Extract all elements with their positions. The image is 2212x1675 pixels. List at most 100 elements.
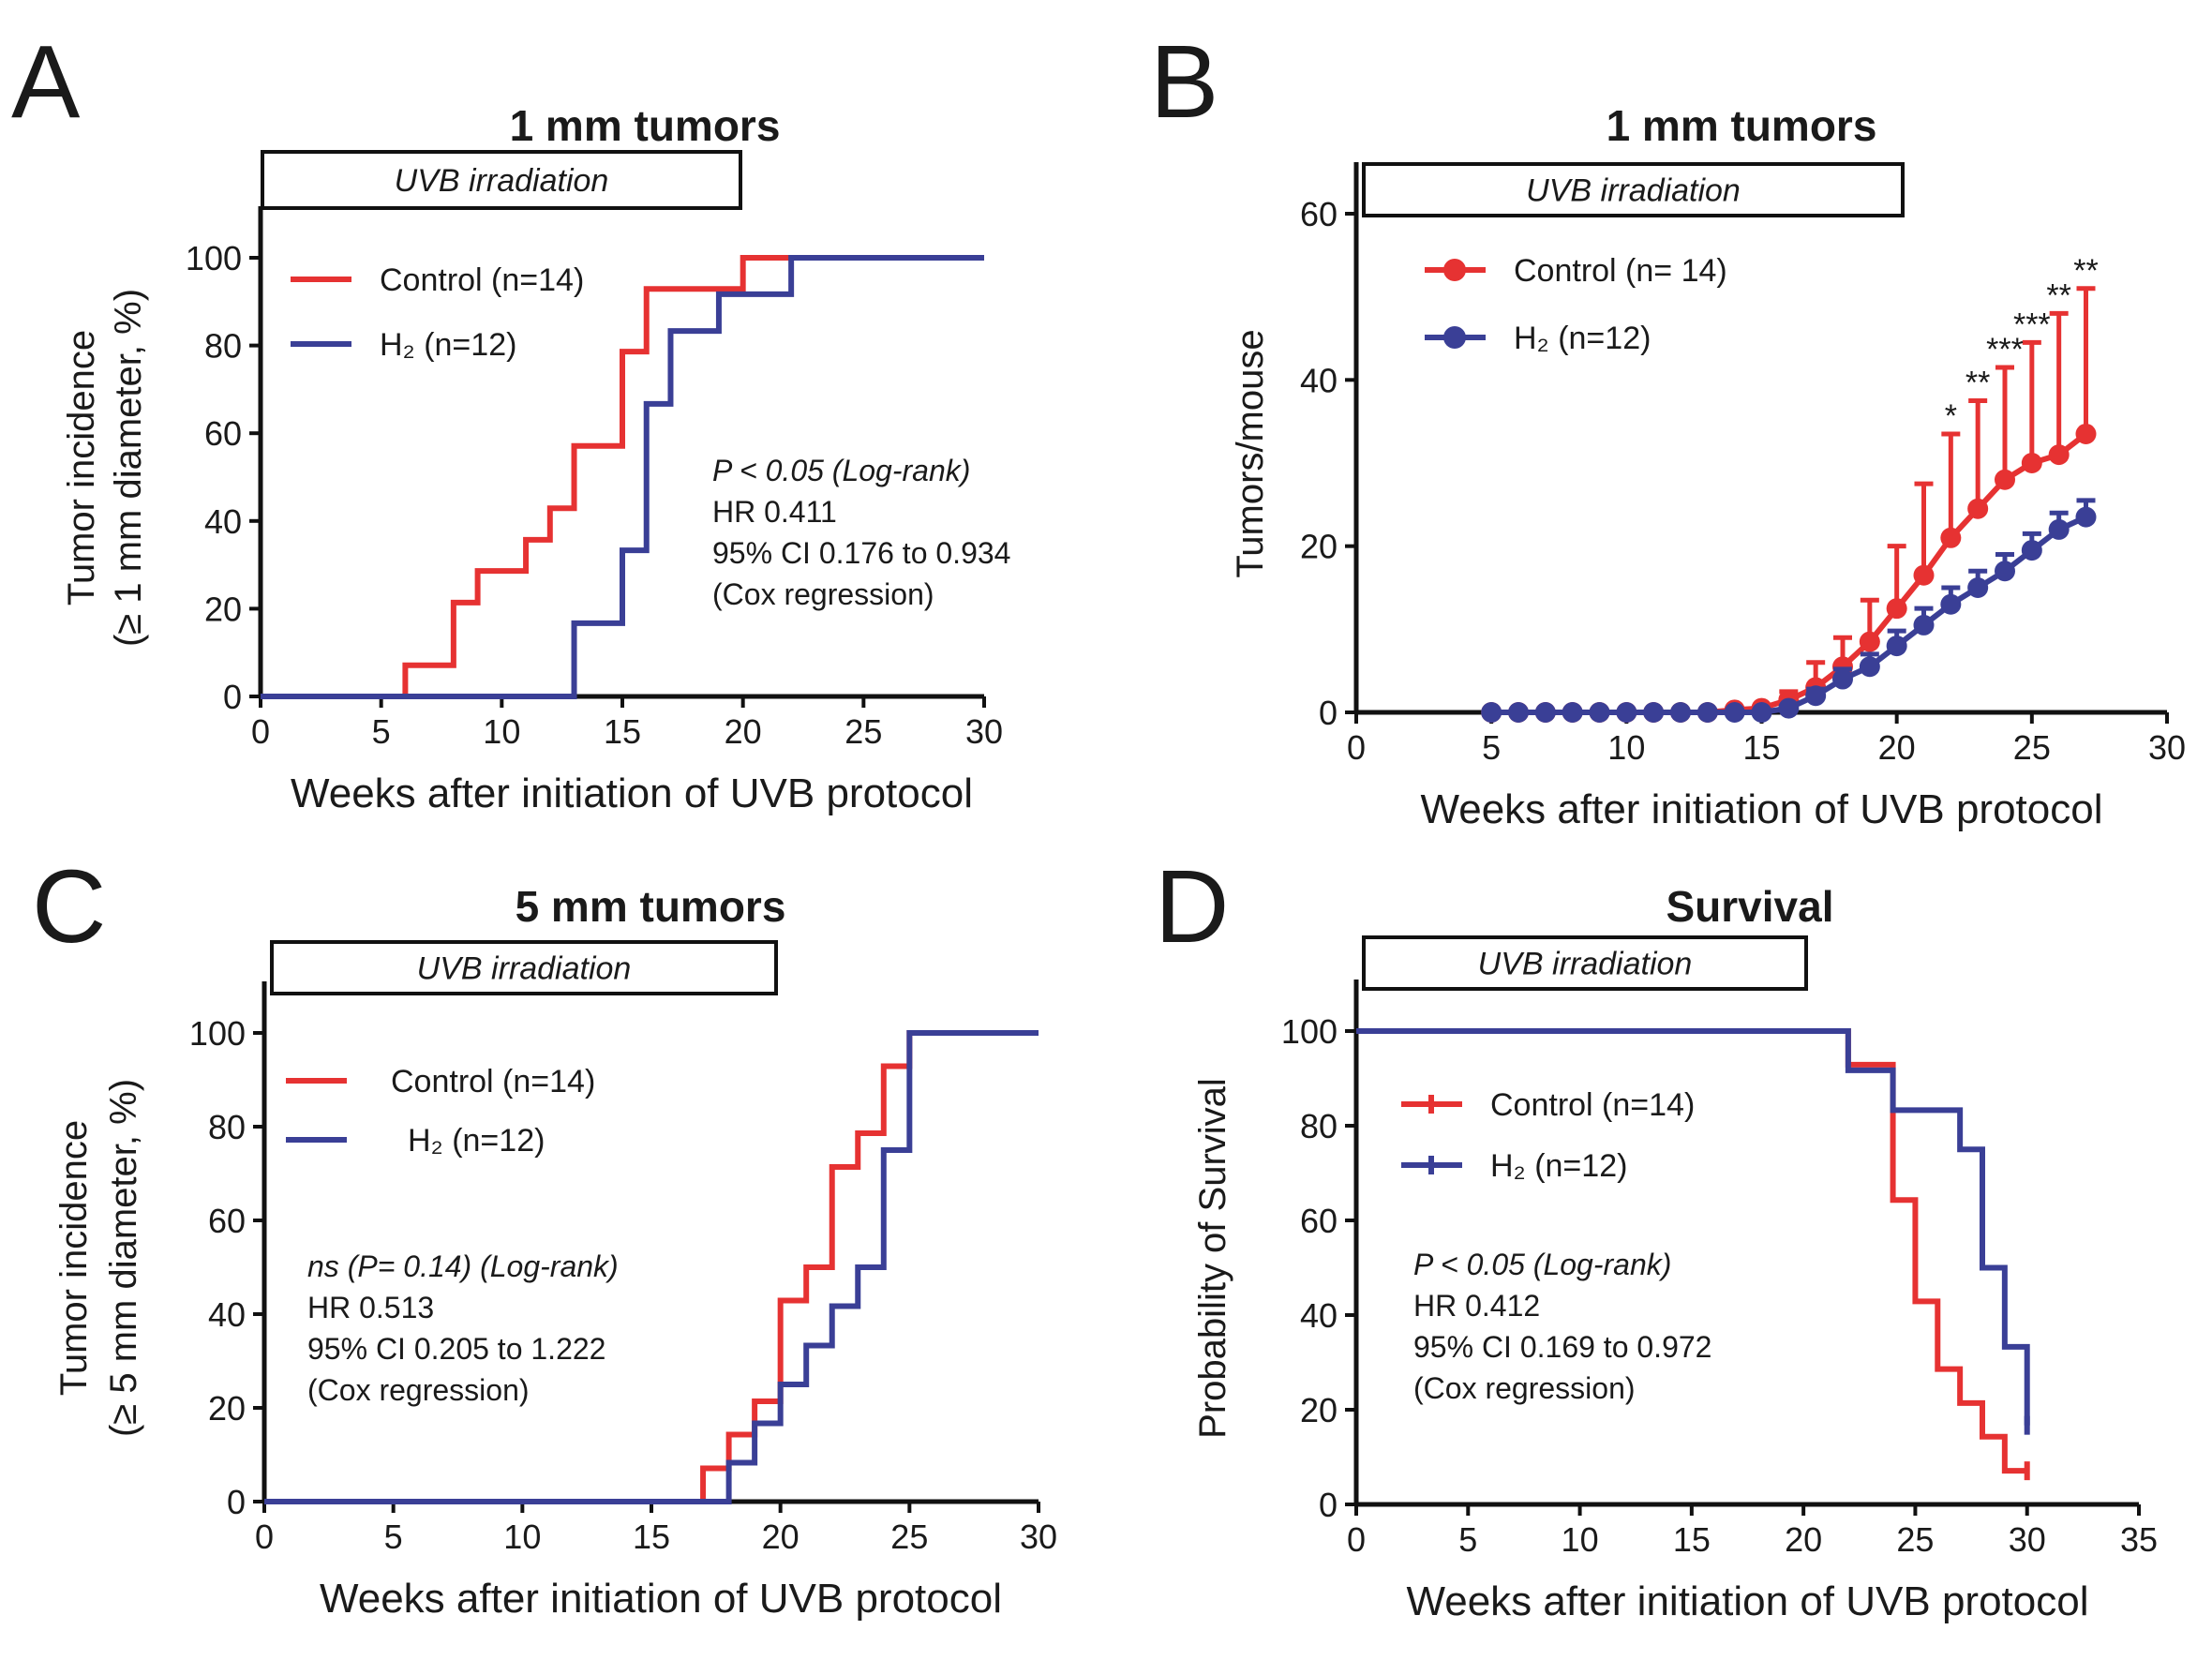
legend-label: Control (n= 14): [1514, 253, 1727, 289]
x-tick-label: 0: [251, 712, 270, 751]
x-tick-label: 30: [1020, 1518, 1057, 1556]
data-point: [1967, 577, 1989, 598]
legend-item-h2: H₂ (n=12): [1425, 321, 1651, 356]
significance-marker: ***: [2013, 307, 2051, 342]
panel-letter: A: [11, 24, 81, 140]
km-curve-h2: [264, 1030, 1039, 1504]
y-axis-label-2: (≥ 5 mm diameter, %): [103, 1079, 144, 1437]
significance-marker: **: [1965, 366, 1990, 401]
uvb-banner-label: UVB irradiation: [417, 951, 632, 987]
y-tick-label: 40: [204, 502, 242, 541]
x-tick-label: 0: [255, 1518, 274, 1556]
x-tick-label: 10: [503, 1518, 541, 1556]
uvb-banner-label: UVB irradiation: [1478, 947, 1693, 982]
y-axis-label: Tumors/mouse: [1230, 329, 1271, 577]
x-tick-label: 20: [725, 712, 762, 751]
data-point: [1778, 697, 1800, 719]
panel-letter: D: [1155, 849, 1229, 965]
significance-marker: **: [2073, 253, 2098, 289]
x-axis-label: Weeks after initiation of UVB protocol: [1407, 1578, 2089, 1624]
series-line: [1491, 514, 2087, 715]
significance-marker: **: [2046, 277, 2070, 313]
stats-line: (Cox regression): [1413, 1371, 1636, 1405]
legend-item-h2: H₂ (n=12): [286, 1123, 545, 1159]
stats-line: P < 0.05 (Log-rank): [1413, 1248, 1671, 1281]
km-curve-h2: [1356, 1028, 2030, 1426]
y-tick-label: 80: [208, 1108, 246, 1146]
y-tick-label: 40: [1300, 361, 1338, 399]
y-tick-label: 40: [208, 1295, 246, 1334]
data-point: [1696, 702, 1718, 723]
y-tick-label: 20: [204, 590, 242, 628]
y-tick-label: 80: [204, 327, 242, 366]
x-tick-label: 20: [762, 1518, 800, 1556]
significance-marker: ***: [1986, 332, 2024, 367]
y-tick-label: 100: [189, 1014, 246, 1053]
y-tick-label: 60: [1300, 195, 1338, 233]
data-point: [1913, 614, 1935, 636]
legend-label: Control (n=14): [1490, 1087, 1695, 1123]
km-curve-h2: [261, 255, 984, 699]
stats-line: ns (P= 0.14) (Log-rank): [307, 1249, 619, 1283]
uvb-banner-box: [270, 940, 778, 995]
x-axis-label: Weeks after initiation of UVB protocol: [1421, 786, 2103, 832]
y-axis-label: Tumor incidence: [53, 1120, 95, 1396]
significance-marker: *: [1945, 398, 1957, 434]
y-tick-label: 60: [1300, 1202, 1338, 1240]
series-h2: [1481, 498, 2097, 723]
x-tick-label: 30: [2009, 1520, 2046, 1559]
x-tick-label: 20: [1785, 1520, 1822, 1559]
km-curve-control: [261, 255, 984, 699]
legend-label: Control (n=14): [391, 1064, 595, 1099]
y-tick-label: 100: [186, 239, 242, 277]
legend-label: H₂ (n=12): [408, 1123, 545, 1159]
data-point: [1724, 702, 1745, 723]
x-tick-label: 0: [1347, 1520, 1366, 1559]
x-tick-label: 35: [2120, 1520, 2158, 1559]
x-tick-label: 20: [1878, 728, 1916, 767]
y-axis-label-2: (≥ 1 mm diameter, %): [108, 289, 149, 647]
stats-line: 95% CI 0.169 to 0.972: [1413, 1330, 1711, 1364]
legend-label: Control (n=14): [380, 262, 584, 298]
data-point: [1886, 598, 1907, 620]
y-axis-label: Probability of Survival: [1192, 1078, 1233, 1439]
data-point: [2021, 540, 2042, 561]
legend-item-h2: H₂ (n=12): [1401, 1148, 1627, 1184]
data-point: [1940, 527, 1962, 548]
stats-line: 95% CI 0.205 to 1.222: [307, 1332, 605, 1366]
data-point: [2048, 444, 2070, 466]
data-point: [1481, 702, 1502, 723]
uvb-banner-box: [261, 150, 742, 210]
uvb-banner-box: [1362, 935, 1808, 991]
y-tick-label: 100: [1281, 1012, 1338, 1051]
legend-label: H₂ (n=12): [380, 327, 516, 363]
legend-item-control: Control (n=14): [1401, 1087, 1695, 1123]
data-point: [1670, 702, 1691, 723]
x-tick-label: 5: [1458, 1520, 1477, 1559]
x-tick-label: 15: [604, 712, 641, 751]
legend-label: H₂ (n=12): [1490, 1148, 1627, 1184]
chart-title: 5 mm tumors: [516, 882, 786, 931]
data-point: [1805, 685, 1827, 707]
x-axis-label: Weeks after initiation of UVB protocol: [291, 770, 973, 816]
data-point: [2048, 518, 2070, 540]
chart-title: Survival: [1666, 882, 1834, 931]
y-tick-label: 60: [208, 1202, 246, 1240]
y-tick-label: 20: [1300, 528, 1338, 566]
y-tick-label: 20: [208, 1389, 246, 1428]
y-tick-label: 0: [1319, 694, 1338, 732]
data-point: [1643, 702, 1665, 723]
y-tick-label: 40: [1300, 1296, 1338, 1335]
legend-marker: [1443, 326, 1466, 349]
data-point: [1589, 702, 1610, 723]
x-tick-label: 30: [2148, 728, 2186, 767]
data-point: [1616, 702, 1637, 723]
uvb-banner-label: UVB irradiation: [1526, 173, 1741, 209]
panel-letter: C: [32, 849, 106, 965]
data-point: [1995, 561, 2015, 582]
x-tick-label: 15: [633, 1518, 670, 1556]
x-tick-label: 10: [1562, 1520, 1599, 1559]
x-tick-label: 30: [965, 712, 1003, 751]
data-point: [1562, 702, 1583, 723]
stats-line: HR 0.513: [307, 1291, 434, 1324]
